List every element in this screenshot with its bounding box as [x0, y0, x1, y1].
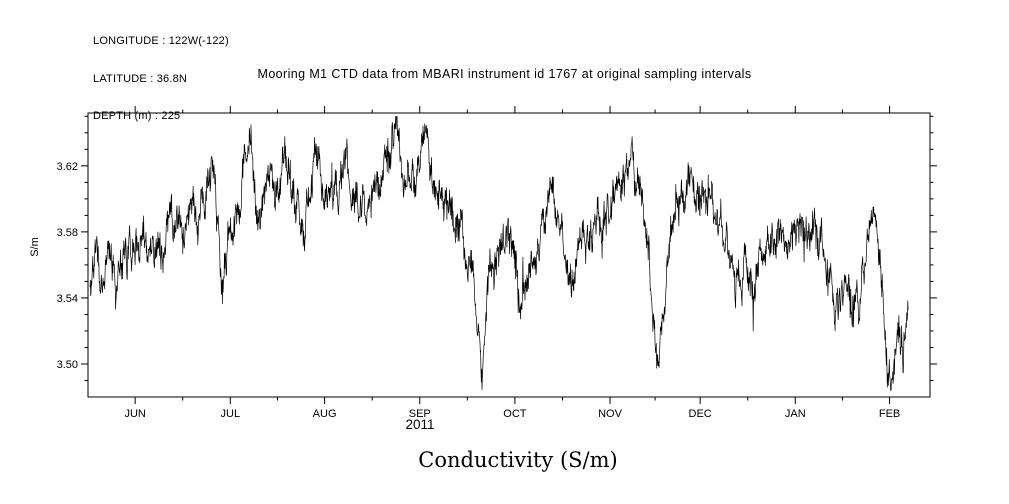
plot-frame	[87, 112, 931, 398]
plot-title: Mooring M1 CTD data from MBARI instrumen…	[257, 67, 752, 81]
y-tick-label: 3.62	[57, 161, 78, 173]
y-tick-label: 3.58	[57, 227, 78, 239]
x-tick-label: AUG	[313, 408, 337, 420]
header-info: LONGITUDE : 122W(-122) LATITUDE : 36.8N …	[93, 10, 229, 148]
longitude-label: LONGITUDE : 122W(-122)	[93, 35, 229, 47]
conductivity-series	[89, 115, 909, 391]
latitude-label: LATITUDE : 36.8N	[93, 72, 188, 85]
x-tick-label: DEC	[689, 408, 712, 420]
y-axis-title: S/m	[29, 237, 41, 257]
x-tick-label: NOV	[598, 408, 623, 420]
x-tick-label: SEP	[409, 408, 431, 420]
x-tick-label: OCT	[503, 408, 527, 420]
x-axis-year-label: 2011	[405, 417, 435, 432]
x-tick-label: JUL	[221, 408, 241, 420]
x-tick-label: JAN	[785, 408, 806, 420]
x-tick-label: JUN	[124, 408, 145, 420]
x-tick-label: FEB	[879, 408, 900, 420]
chart-caption: Conductivity (S/m)	[418, 448, 618, 472]
y-tick-label: 3.50	[57, 359, 78, 371]
y-tick-label: 3.54	[57, 293, 78, 305]
